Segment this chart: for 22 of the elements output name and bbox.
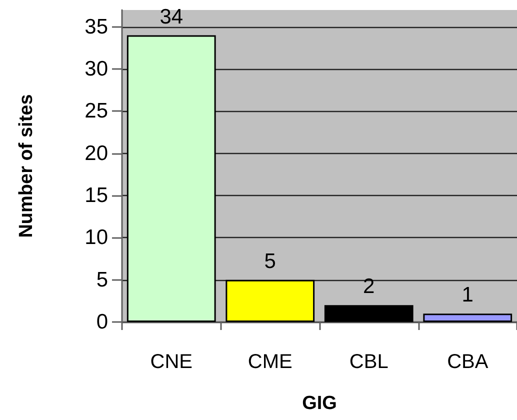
y-tick-label: 10 xyxy=(84,226,108,250)
y-tick-label: 20 xyxy=(84,142,108,165)
x-axis-title: GIG xyxy=(302,393,337,414)
bar xyxy=(324,305,414,322)
bar xyxy=(423,314,512,322)
data-label: 5 xyxy=(264,250,276,273)
y-tick-label: 30 xyxy=(84,58,108,81)
y-tick-label: 15 xyxy=(84,184,108,208)
x-tick-label: CBA xyxy=(447,351,489,373)
x-tick-label: CBL xyxy=(349,351,388,373)
x-tick-label: CME xyxy=(248,351,292,373)
y-axis-title: Number of sites xyxy=(16,94,37,238)
y-tick-label: 0 xyxy=(96,310,108,334)
data-label: 2 xyxy=(363,275,375,298)
bar xyxy=(126,35,216,322)
y-tick-label: 35 xyxy=(84,15,108,38)
x-tick-label: CNE xyxy=(150,351,192,373)
y-tick-label: 25 xyxy=(84,100,108,123)
data-label: 1 xyxy=(462,284,474,307)
bar xyxy=(226,280,315,322)
y-tick-label: 5 xyxy=(96,268,108,292)
data-label: 34 xyxy=(160,5,184,28)
